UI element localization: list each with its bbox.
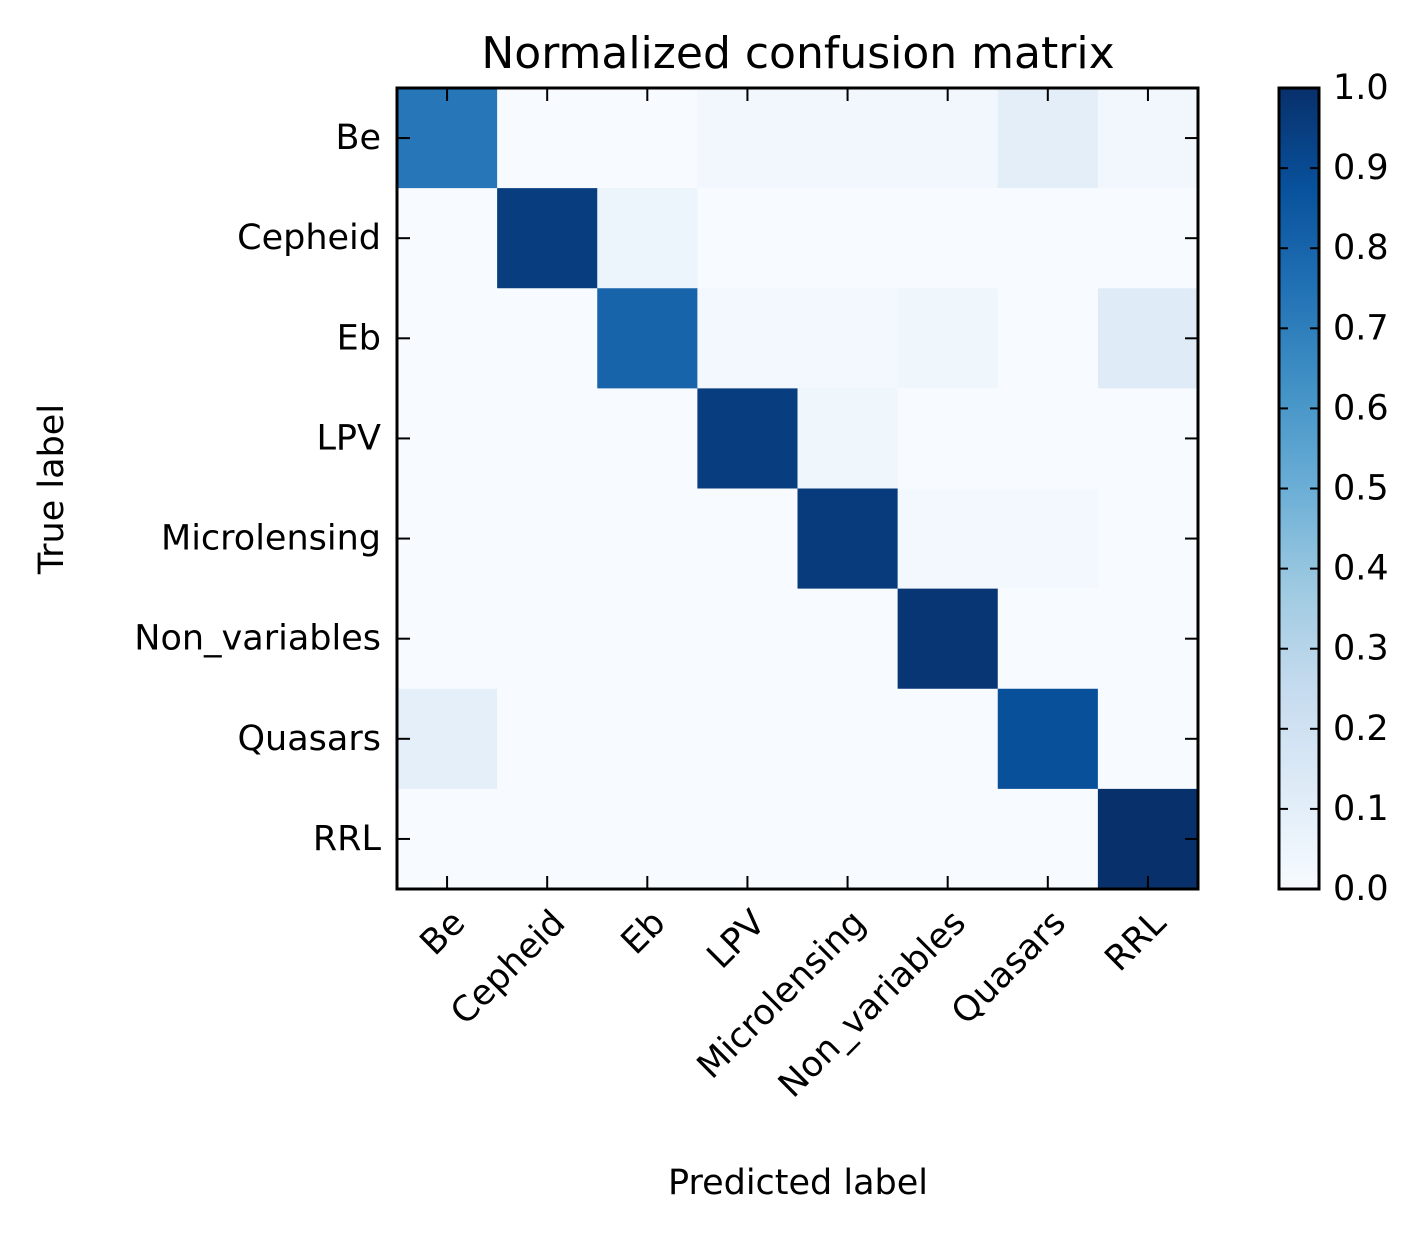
cell-non-variables-eb (597, 588, 698, 690)
cell-microlensing-be (397, 488, 498, 590)
y-tick-label-non-variables: Non_variables (134, 619, 381, 659)
cell-non-variables-quasars (997, 588, 1099, 690)
cell-non-variables-non-variables (897, 588, 999, 690)
cell-eb-quasars (997, 288, 1099, 389)
cell-microlensing-microlensing (797, 488, 899, 590)
cell-lpv-eb (597, 388, 698, 489)
cell-be-rrl (1097, 88, 1199, 189)
axis-ticks (397, 88, 1198, 889)
cell-cepheid-microlensing (797, 188, 899, 289)
y-tick-label-be: Be (335, 118, 381, 158)
cell-lpv-rrl (1097, 388, 1199, 489)
cell-non-variables-cepheid (497, 588, 598, 690)
y-tick-label-eb: Eb (337, 318, 381, 358)
chart-title: Normalized confusion matrix (481, 28, 1114, 79)
cell-lpv-be (397, 388, 498, 489)
cell-eb-eb (597, 288, 698, 389)
cell-cepheid-quasars (997, 188, 1099, 289)
colorbar-tick-label: 0.4 (1333, 549, 1389, 589)
colorbar-tick-label: 0.8 (1333, 228, 1389, 268)
cell-lpv-lpv (697, 388, 798, 489)
cell-quasars-non-variables (897, 688, 999, 790)
cell-microlensing-quasars (997, 488, 1099, 590)
colorbar-tick-label: 0.3 (1333, 629, 1389, 669)
cell-rrl-eb (597, 788, 698, 890)
cell-quasars-be (397, 688, 498, 790)
cell-cepheid-be (397, 188, 498, 289)
y-tick-label-microlensing: Microlensing (161, 519, 381, 559)
cell-quasars-microlensing (797, 688, 899, 790)
cell-lpv-cepheid (497, 388, 598, 489)
heatmap-cells (397, 88, 1199, 890)
cell-be-cepheid (497, 88, 598, 189)
colorbar-tick-label: 0.0 (1333, 869, 1389, 909)
cell-rrl-rrl (1097, 788, 1199, 890)
cell-microlensing-lpv (697, 488, 798, 590)
cell-be-non-variables (897, 88, 999, 189)
cell-quasars-cepheid (497, 688, 598, 790)
cell-microlensing-non-variables (897, 488, 999, 590)
cell-cepheid-lpv (697, 188, 798, 289)
cell-lpv-non-variables (897, 388, 999, 489)
cell-quasars-eb (597, 688, 698, 790)
y-tick-labels: Be Cepheid Eb LPV Microlensing Non_variables Q… (134, 118, 381, 859)
x-tick-label-be: Be (413, 903, 473, 963)
cell-cepheid-cepheid (497, 188, 598, 289)
cell-eb-microlensing (797, 288, 899, 389)
cell-lpv-quasars (997, 388, 1099, 489)
cell-non-variables-be (397, 588, 498, 690)
cell-eb-be (397, 288, 498, 389)
cell-rrl-lpv (697, 788, 798, 890)
x-tick-label-rrl: RRL (1098, 903, 1175, 980)
x-tick-label-eb: Eb (614, 903, 674, 963)
y-tick-label-cepheid: Cepheid (237, 218, 381, 258)
x-axis-label: Predicted label (668, 1163, 928, 1203)
cell-cepheid-rrl (1097, 188, 1199, 289)
cell-be-lpv (697, 88, 798, 189)
cell-lpv-microlensing (797, 388, 899, 489)
x-tick-label-lpv: LPV (700, 903, 774, 977)
cell-eb-rrl (1097, 288, 1199, 389)
cell-microlensing-eb (597, 488, 698, 590)
y-tick-label-rrl: RRL (313, 819, 382, 859)
cell-rrl-quasars (997, 788, 1099, 890)
colorbar-tick-label: 0.5 (1333, 469, 1389, 509)
colorbar-ticks: 0.0 0.1 0.2 0.3 0.4 0.5 0.6 0.7 0.8 0.9 1.0 (1279, 68, 1389, 909)
cell-be-microlensing (797, 88, 899, 189)
colorbar-tick-label: 0.9 (1333, 148, 1389, 188)
cell-non-variables-lpv (697, 588, 798, 690)
cell-non-variables-microlensing (797, 588, 899, 690)
cell-eb-non-variables (897, 288, 999, 389)
colorbar: 0.0 0.1 0.2 0.3 0.4 0.5 0.6 0.7 0.8 0.9 1.0 (1277, 68, 1389, 909)
y-tick-label-lpv: LPV (316, 418, 381, 458)
y-tick-label-quasars: Quasars (238, 719, 382, 759)
cell-quasars-quasars (997, 688, 1099, 790)
colorbar-tick-label: 0.1 (1333, 789, 1389, 829)
cell-microlensing-rrl (1097, 488, 1199, 590)
cell-eb-lpv (697, 288, 798, 389)
cell-rrl-non-variables (897, 788, 999, 890)
cell-be-eb (597, 88, 698, 189)
colorbar-tick-label: 0.2 (1333, 709, 1389, 749)
cell-cepheid-eb (597, 188, 698, 289)
cell-eb-cepheid (497, 288, 598, 389)
cell-rrl-be (397, 788, 498, 890)
plot-frame (395, 86, 1200, 891)
cell-quasars-rrl (1097, 688, 1199, 790)
colorbar-tick-label: 0.7 (1333, 308, 1389, 348)
cell-rrl-microlensing (797, 788, 899, 890)
colorbar-tick-label: 1.0 (1333, 68, 1389, 108)
cell-rrl-cepheid (497, 788, 598, 890)
cell-quasars-lpv (697, 688, 798, 790)
y-axis-label: True label (32, 404, 72, 575)
cell-cepheid-non-variables (897, 188, 999, 289)
cell-non-variables-rrl (1097, 588, 1199, 690)
cell-be-be (397, 88, 498, 189)
colorbar-tick-label: 0.6 (1333, 388, 1389, 428)
cell-be-quasars (997, 88, 1099, 189)
cell-microlensing-cepheid (497, 488, 598, 590)
